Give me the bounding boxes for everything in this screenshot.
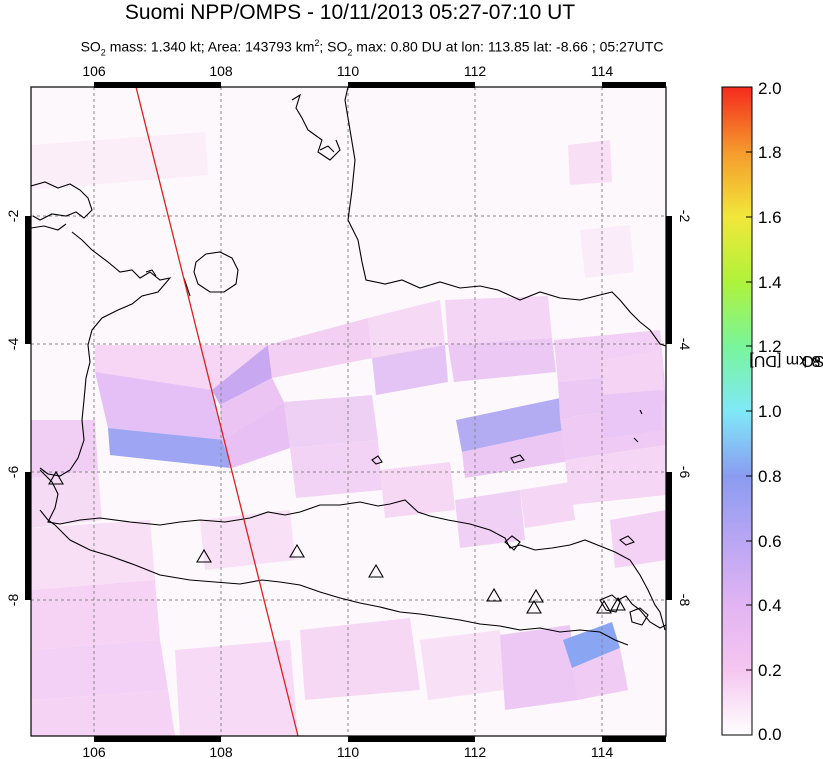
- lat-labels-left: -2 -4 -6 -8: [5, 210, 21, 607]
- lon-tick-top: 108: [209, 63, 233, 79]
- colorbar-tick-label: 1.4: [758, 273, 782, 292]
- colorbar-tick-label: 0.6: [758, 532, 782, 551]
- volcano-icon: [368, 563, 384, 578]
- colorbar-tick-label: 0.4: [758, 596, 782, 615]
- colorbar-label: SO2 column 8 km [DU]: [749, 352, 823, 369]
- mass-area-text: mass: 1.340 kt; Area: 143793 km: [105, 38, 315, 55]
- volcano-icon: [610, 596, 626, 611]
- colorbar-tick-label: 0.8: [758, 467, 782, 486]
- lon-tick-bottom: 110: [337, 744, 360, 759]
- volcano-markers: [48, 470, 626, 614]
- volcano-icon: [596, 599, 612, 614]
- lon-tick-bottom: 112: [464, 744, 487, 759]
- colorbar-ticks: [746, 86, 752, 671]
- colorbar-tick-labels: 2.0 1.8 1.6 1.4 1.2 1.0 0.8 0.6 0.4 0.2 …: [758, 79, 782, 744]
- so2-pixels: [31, 132, 666, 736]
- lon-labels-bottom: 106 108 110 112 114: [82, 744, 613, 759]
- lon-tick-top: 110: [337, 63, 360, 79]
- lat-tick-left: -6: [5, 466, 21, 479]
- colorbar-tick-label: 1.6: [758, 208, 782, 227]
- volcano-icon: [196, 548, 212, 563]
- colorbar-tick-label: 2.0: [758, 79, 782, 98]
- lon-tick-top: 106: [82, 63, 106, 79]
- lon-tick-bottom: 106: [82, 744, 106, 759]
- volcano-icon: [528, 588, 544, 603]
- lat-tick-right: -4: [677, 338, 693, 351]
- volcano-icon: [48, 470, 64, 485]
- grid-lines: [31, 87, 666, 736]
- coastlines: [31, 87, 666, 646]
- so2-label-2: ; SO: [319, 38, 348, 55]
- volcano-icon: [486, 587, 502, 602]
- lon-tick-top: 114: [591, 63, 614, 79]
- colorbar-tick-label: 1.8: [758, 143, 782, 162]
- volcano-icon: [526, 599, 542, 614]
- lat-tick-left: -4: [5, 338, 21, 351]
- subscript-2b: 2: [347, 47, 353, 58]
- lat-tick-right: -6: [677, 466, 693, 479]
- subscript-2: 2: [100, 47, 106, 58]
- superscript-2: 2: [314, 38, 320, 48]
- lat-tick-left: -2: [5, 210, 21, 223]
- lat-tick-right: -8: [677, 594, 693, 607]
- lon-labels-top: 106 108 110 112 114: [82, 63, 613, 79]
- map-border-bars: [25, 82, 672, 742]
- lon-tick-bottom: 108: [209, 744, 233, 759]
- map-title: Suomi NPP/OMPS - 10/11/2013 05:27-07:10 …: [124, 1, 576, 24]
- so2-mass-label: SO: [80, 38, 101, 55]
- colorbar-tick-label: 1.0: [758, 402, 782, 421]
- colorbar-tick-label: 0.2: [758, 661, 782, 680]
- orbit-track-line: [135, 87, 299, 736]
- lat-tick-right: -2: [677, 210, 693, 223]
- lat-labels-right: -2 -4 -6 -8: [677, 210, 693, 607]
- lat-tick-left: -8: [5, 594, 21, 607]
- volcano-icon: [289, 543, 305, 558]
- max-text: max: 0.80 DU at lon: 113.85 lat: -8.66 ;…: [352, 38, 664, 55]
- colorbar-tick-label: 0.0: [758, 725, 782, 744]
- colorbar-tick-label: 1.2: [758, 337, 782, 356]
- lon-tick-bottom: 114: [591, 744, 614, 759]
- lon-tick-top: 112: [464, 63, 487, 79]
- map-subtitle: SO2 mass: 1.340 kt; Area: 143793 km2; SO…: [0, 34, 744, 61]
